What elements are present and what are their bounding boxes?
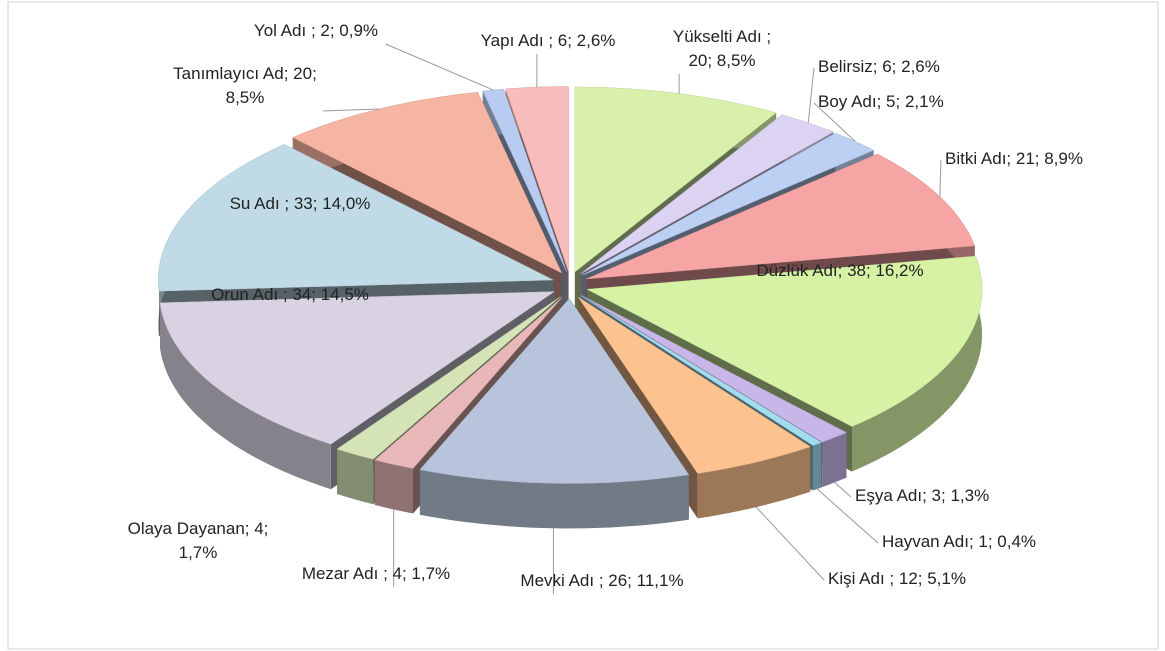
slice-top: [482, 88, 567, 272]
data-label-line: Mevki Adı ; 26; 11,1%: [520, 571, 683, 590]
slice-wall: [337, 449, 374, 505]
data-label-line: Tanımlayıcı Ad; 20;: [173, 64, 317, 83]
slice-wall: [419, 469, 689, 529]
slice-wall: [852, 256, 982, 472]
data-label-line: Belirsiz; 6; 2,6%: [818, 57, 940, 76]
slice-wall: [160, 302, 331, 490]
data-label: Bitki Adı; 21; 8,9%: [945, 149, 1083, 168]
pie-slice: [419, 298, 690, 529]
leader-line: [807, 67, 815, 123]
slice-top: [586, 255, 983, 427]
data-label-line: Boy Adı; 5; 2,1%: [818, 92, 944, 111]
leader-line: [816, 488, 879, 544]
data-label: Eşya Adı; 3; 1,3%: [855, 486, 989, 505]
leader-line: [834, 482, 852, 498]
data-label-line: Yükselti Adı ;: [673, 27, 771, 46]
slice-top: [574, 86, 777, 273]
data-label: Tanımlayıcı Ad; 20; 8,5%: [173, 64, 317, 107]
data-label: Belirsiz; 6; 2,6%: [818, 57, 940, 76]
data-label-line: Hayvan Adı; 1; 0,4%: [882, 532, 1036, 551]
slice-top: [580, 114, 834, 275]
slice-top: [577, 296, 811, 474]
data-label-line: 8,5%: [226, 88, 265, 107]
data-label: Yükselti Adı ; 20; 8,5%: [673, 27, 771, 70]
slice-top: [581, 295, 848, 443]
slice-wall: [822, 432, 847, 488]
slice-top: [158, 144, 554, 292]
data-label: Mezar Adı ; 4; 1,7%: [302, 564, 450, 583]
data-label-line: Kişi Adı ; 12; 5,1%: [828, 569, 966, 588]
data-label: Boy Adı; 5; 2,1%: [818, 92, 944, 111]
data-label-line: Su Adı ; 33; 14,0%: [230, 194, 371, 213]
data-label: Hayvan Adı; 1; 0,4%: [882, 532, 1036, 551]
data-label-line: Mezar Adı ; 4; 1,7%: [302, 564, 450, 583]
data-label-line: Olaya Dayanan; 4;: [128, 519, 269, 538]
data-label-line: Yol Adı ; 2; 0,9%: [254, 21, 378, 40]
slice-top: [159, 291, 556, 445]
data-label: Yol Adı ; 2; 0,9%: [254, 21, 378, 40]
leader-line: [813, 102, 856, 142]
leader-line: [385, 43, 494, 91]
data-label-line: 20; 8,5%: [688, 51, 755, 70]
slice-top: [580, 295, 822, 446]
leader-line: [939, 159, 942, 197]
data-label-line: Yapı Adı ; 6; 2,6%: [481, 31, 616, 50]
data-label-line: Düzlük Adı; 38; 16,2%: [756, 261, 923, 280]
data-label-line: Orun Adı ; 34; 14,5%: [211, 285, 369, 304]
slice-top: [374, 297, 563, 469]
data-label: Mevki Adı ; 26; 11,1%: [520, 571, 683, 590]
slice-top: [336, 296, 561, 460]
slice-wall: [697, 446, 811, 519]
leader-line: [322, 108, 379, 112]
data-label: Olaya Dayanan; 4; 1,7%: [128, 519, 269, 562]
data-label-line: 1,7%: [179, 543, 218, 562]
data-label: Orun Adı ; 34; 14,5%: [211, 285, 369, 304]
data-label: Düzlük Adı; 38; 16,2%: [756, 261, 923, 280]
slice-wall: [374, 460, 413, 514]
data-label-line: Bitki Adı; 21; 8,9%: [945, 149, 1083, 168]
slice-wall: [812, 442, 822, 491]
leader-line: [755, 506, 825, 581]
data-label-line: Eşya Adı; 3; 1,3%: [855, 486, 989, 505]
slice-top: [419, 298, 690, 484]
data-label: Yapı Adı ; 6; 2,6%: [481, 31, 616, 50]
data-label: Su Adı ; 33; 14,0%: [230, 194, 371, 213]
data-label: Kişi Adı ; 12; 5,1%: [828, 569, 966, 588]
